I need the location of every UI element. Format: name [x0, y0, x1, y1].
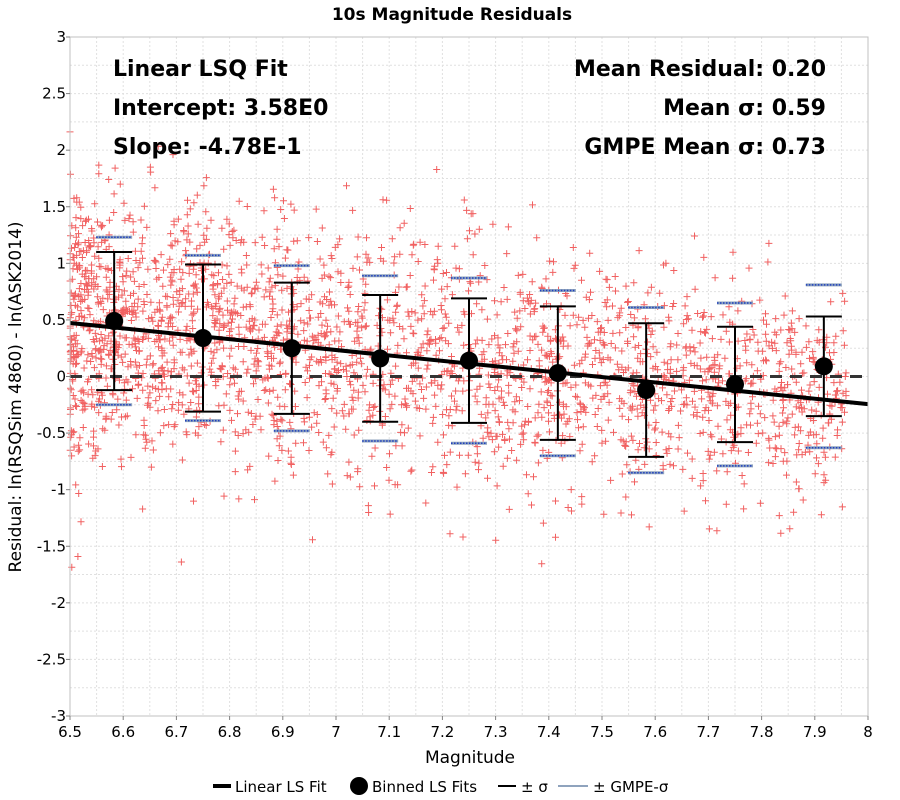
x-tick-label: 7.1 — [377, 723, 401, 741]
binned-fit — [539, 288, 576, 458]
annotation-mean-sigma: Mean σ: 0.59 — [663, 96, 826, 121]
x-tick-label: 8 — [863, 723, 873, 741]
x-tick-label: 6.8 — [218, 723, 242, 741]
legend-label-linear-fit: Linear LS Fit — [235, 778, 327, 796]
bin-mean-marker — [282, 339, 301, 358]
bin-mean-marker — [548, 364, 567, 383]
x-tick-label: 7.5 — [590, 723, 614, 741]
bin-mean-marker — [460, 351, 478, 370]
y-tick-label: -2.5 — [37, 650, 66, 668]
annotation-gmpe-mean-sigma: GMPE Mean σ: 0.73 — [584, 135, 826, 160]
x-tick-label: 7.3 — [484, 723, 508, 741]
annotation-slope: Slope: -4.78E-1 — [113, 135, 302, 160]
bin-mean-marker — [726, 375, 744, 394]
binned-fit — [96, 235, 133, 407]
annotation-mean-residual: Mean Residual: 0.20 — [574, 57, 826, 82]
bin-mean-marker — [637, 381, 656, 400]
binned-fit — [185, 253, 221, 423]
legend-label-gmpe-sigma: ± GMPE-σ — [593, 778, 669, 796]
x-tick-label: 7.2 — [430, 723, 454, 741]
x-tick-label: 7.7 — [696, 723, 720, 741]
x-tick-label: 7.6 — [643, 723, 667, 741]
y-axis-label: Residual: ln(RSQSim 4860) - ln(ASK2014) — [6, 222, 26, 573]
y-tick-label: 0.5 — [42, 311, 66, 329]
y-tick-label: 1 — [56, 254, 66, 272]
x-tick-label: 6.5 — [58, 723, 82, 741]
bin-mean-marker — [105, 312, 124, 331]
annotation-fit-name: Linear LSQ Fit — [113, 57, 288, 82]
scatter-points — [66, 128, 850, 571]
legend: Linear LS Fit Binned LS Fits ± σ ± GMPE-… — [213, 777, 669, 796]
y-axis-ticks: -3 -2.5 -2 -1.5 -1 -0.5 0 0.5 1 1.5 2 2.5 3 — [37, 28, 70, 725]
y-tick-label: 3 — [56, 28, 66, 46]
legend-swatch-binned-fits — [350, 777, 368, 795]
x-tick-label: 7.9 — [803, 723, 827, 741]
y-tick-label: -1.5 — [37, 537, 66, 555]
legend-label-sigma: ± σ — [521, 778, 548, 796]
binned-fit — [451, 276, 487, 445]
legend-label-binned-fits: Binned LS Fits — [372, 778, 477, 796]
y-tick-label: 2 — [56, 141, 66, 159]
scatter-markers — [66, 128, 850, 571]
bin-mean-marker — [371, 349, 390, 368]
binned-fit — [717, 301, 753, 468]
y-tick-label: -0.5 — [37, 424, 66, 442]
y-tick-label: -2 — [51, 594, 66, 612]
x-tick-label: 7.4 — [537, 723, 561, 741]
y-tick-label: -3 — [51, 707, 66, 725]
bin-mean-marker — [814, 357, 833, 376]
x-tick-label: 7 — [331, 723, 341, 741]
y-tick-label: 2.5 — [42, 85, 66, 103]
x-axis-ticks: 6.5 6.6 6.7 6.8 6.9 7 7.1 7.2 7.3 7.4 7.5 7.6 7.7 7.8… — [58, 716, 873, 741]
y-tick-label: 0 — [56, 368, 66, 386]
x-tick-label: 6.9 — [271, 723, 295, 741]
binned-fit — [805, 283, 842, 450]
binned-fits — [96, 235, 842, 475]
binned-fit — [273, 264, 310, 433]
x-tick-label: 6.7 — [164, 723, 188, 741]
binned-fit — [628, 305, 665, 475]
binned-fit — [362, 274, 399, 443]
chart-title: 10s Magnitude Residuals — [332, 5, 572, 25]
bin-mean-marker — [194, 329, 212, 348]
y-tick-label: -1 — [51, 481, 66, 499]
x-axis-label: Magnitude — [425, 748, 515, 768]
annotation-intercept: Intercept: 3.58E0 — [113, 96, 328, 121]
y-tick-label: 1.5 — [42, 198, 66, 216]
x-tick-label: 6.6 — [111, 723, 135, 741]
x-tick-label: 7.8 — [750, 723, 774, 741]
